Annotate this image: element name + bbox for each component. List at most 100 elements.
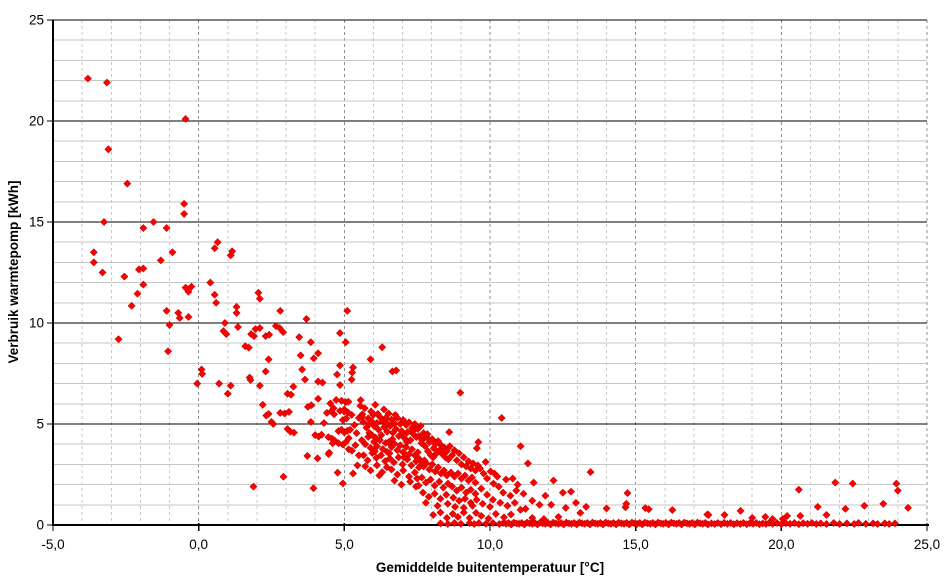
- data-point: [478, 499, 487, 508]
- data-point: [424, 492, 433, 501]
- y-tick-label: 10: [29, 316, 44, 331]
- data-point: [736, 506, 745, 515]
- data-point: [472, 444, 481, 453]
- data-point: [371, 400, 380, 409]
- data-point: [822, 510, 831, 519]
- data-point: [360, 404, 369, 413]
- x-tick-label: -5,0: [41, 537, 64, 552]
- data-point: [380, 405, 388, 414]
- data-point: [361, 440, 370, 449]
- data-point: [385, 449, 394, 458]
- data-point: [904, 503, 912, 512]
- data-point: [210, 244, 219, 253]
- data-point: [410, 468, 419, 477]
- data-point: [336, 361, 344, 370]
- data-point: [255, 324, 264, 332]
- data-point: [423, 430, 432, 439]
- y-tick-label: 20: [29, 114, 44, 129]
- data-point: [860, 501, 869, 510]
- data-point: [421, 498, 430, 507]
- data-point: [356, 401, 365, 410]
- data-point: [503, 501, 512, 510]
- data-point: [340, 407, 349, 416]
- data-point: [265, 330, 274, 339]
- data-point: [387, 465, 396, 474]
- data-point: [440, 466, 448, 475]
- data-point: [873, 520, 882, 528]
- data-point: [338, 479, 347, 488]
- data-point: [761, 512, 770, 521]
- data-point: [333, 370, 341, 379]
- data-point: [397, 480, 406, 489]
- data-point: [378, 343, 387, 352]
- data-point: [499, 488, 508, 497]
- data-point: [396, 441, 405, 450]
- x-tick-label: 25,0: [914, 537, 940, 552]
- data-point: [368, 431, 376, 440]
- data-point: [448, 509, 457, 518]
- data-point: [313, 454, 322, 463]
- data-point: [400, 453, 408, 462]
- data-point: [390, 476, 399, 485]
- data-point: [893, 486, 902, 495]
- data-point: [352, 429, 361, 438]
- data-point: [829, 519, 838, 527]
- data-point: [357, 413, 366, 421]
- data-point: [489, 479, 498, 488]
- data-point: [326, 399, 335, 408]
- data-point: [373, 461, 381, 470]
- data-point: [459, 453, 468, 462]
- data-point: [164, 347, 173, 356]
- data-point: [861, 519, 870, 528]
- data-point: [399, 466, 408, 475]
- data-point: [261, 367, 270, 376]
- data-point: [486, 467, 495, 476]
- data-point: [314, 349, 323, 358]
- data-point: [461, 494, 469, 503]
- data-point: [399, 416, 408, 424]
- data-point: [602, 504, 611, 513]
- data-point: [374, 425, 383, 434]
- data-point: [344, 397, 353, 406]
- data-point: [528, 496, 537, 505]
- data-point: [483, 490, 492, 499]
- data-point: [822, 520, 831, 528]
- data-point: [429, 453, 438, 462]
- data-point: [456, 388, 465, 397]
- data-point: [269, 420, 278, 428]
- data-point: [175, 314, 184, 322]
- data-point: [290, 428, 298, 437]
- data-point: [120, 272, 129, 281]
- x-tick-label: 15,0: [623, 537, 649, 552]
- data-point: [347, 446, 356, 455]
- data-point: [324, 450, 333, 459]
- data-point: [410, 420, 419, 428]
- data-point: [366, 355, 375, 364]
- data-point: [425, 465, 434, 474]
- data-point: [450, 519, 459, 527]
- data-point: [402, 443, 411, 451]
- data-point: [406, 477, 415, 486]
- axes-layer: [47, 19, 929, 531]
- data-point: [180, 199, 189, 208]
- data-point: [258, 400, 267, 409]
- data-point: [429, 510, 438, 519]
- data-point: [455, 449, 464, 458]
- data-point: [586, 468, 595, 477]
- data-point: [133, 289, 142, 298]
- gridline-layer: [53, 19, 928, 525]
- data-point: [391, 410, 400, 419]
- data-point: [156, 256, 165, 265]
- data-point: [289, 382, 298, 391]
- data-point: [854, 519, 863, 527]
- data-point: [447, 468, 455, 477]
- data-point: [414, 454, 423, 463]
- data-point: [375, 436, 384, 445]
- data-point: [381, 457, 390, 466]
- data-point: [512, 486, 521, 495]
- data-point: [403, 438, 411, 447]
- data-point: [222, 330, 231, 339]
- data-point: [320, 419, 328, 427]
- data-point: [392, 366, 401, 375]
